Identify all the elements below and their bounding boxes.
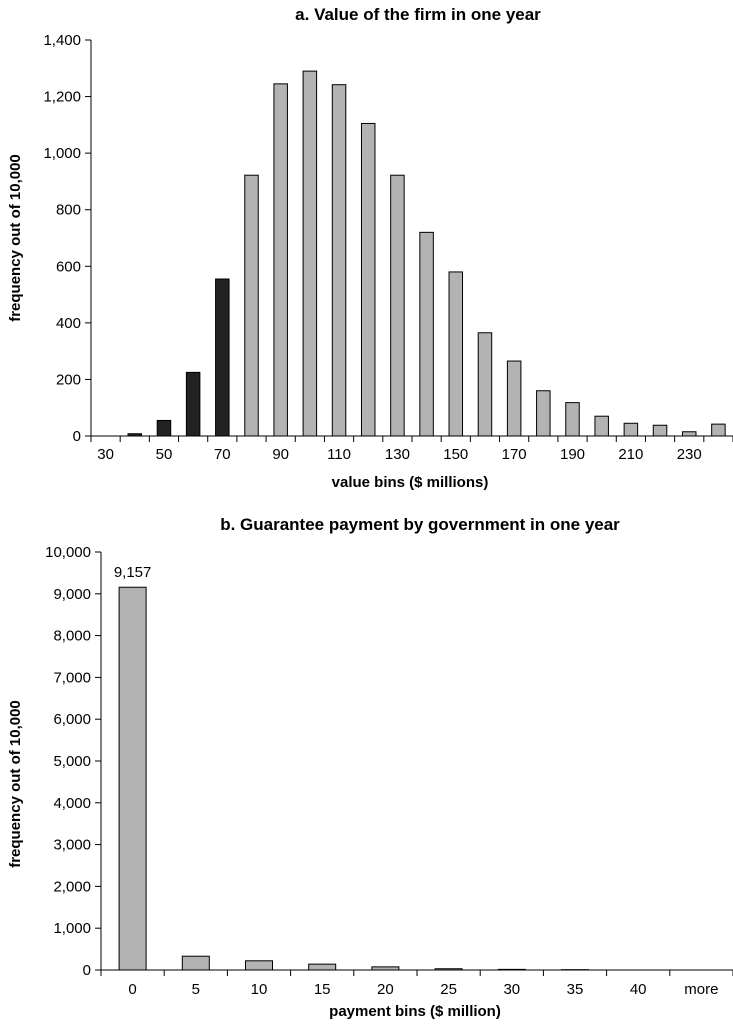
chart-a-bar (623, 422, 639, 437)
chart-a-y-tick-label: 1,400 (43, 32, 81, 49)
chart-a-y-tick-label: 200 (56, 371, 81, 388)
chart-b-bar (245, 960, 273, 971)
chart-a-x-tick-label: 210 (618, 446, 643, 463)
chart-a-x-tick-label: 30 (97, 446, 114, 463)
chart-b-bar (181, 955, 210, 971)
chart-a-x-tick-label: 90 (272, 446, 289, 463)
chart-b-y-tick-label: 3,000 (53, 837, 91, 854)
chart-a-bar (244, 174, 259, 437)
chart-a-bar (565, 402, 580, 437)
chart-a-y-tick-label: 600 (56, 258, 81, 275)
chart-a-bar (594, 415, 609, 437)
chart-b-y-tick-label: 8,000 (53, 628, 91, 645)
chart-a-ylabel: frequency out of 10,000 (7, 154, 24, 322)
chart-a: a. Value of the firm in one year 0 200 400… (7, 5, 733, 491)
chart-b-bar (497, 968, 526, 971)
chart-a-bar (448, 271, 464, 437)
chart-a-x-tick-label: 230 (677, 446, 702, 463)
chart-a-x-tick-label: 50 (156, 446, 173, 463)
chart-a-x-tick-label: 110 (327, 446, 351, 463)
chart-a-bar (331, 84, 347, 437)
chart-a-bar (302, 70, 318, 437)
chart-a-x-tick-label: 190 (560, 446, 585, 463)
chart-b-data-label: 9,157 (114, 564, 152, 581)
chart-b-bar (308, 963, 337, 971)
chart-b-y-tick-label: 5,000 (53, 753, 91, 770)
chart-b-x-tick-label: 30 (503, 981, 520, 998)
chart-a-bar (477, 332, 493, 437)
chart-a-y-tick-label: 400 (56, 315, 81, 332)
chart-a-bar (127, 433, 143, 437)
chart-a-bar (215, 278, 230, 437)
chart-a-title: a. Value of the firm in one year (295, 5, 541, 24)
chart-a-x-tick-label: 150 (443, 446, 468, 463)
chart-b-x-tick-label: 15 (314, 981, 331, 998)
chart-a-y-tick-label: 1,200 (43, 89, 81, 106)
chart-a-x-tick-label: 70 (214, 446, 231, 463)
chart-a-y-tick-label: 0 (73, 428, 81, 445)
chart-b-x-tick-label: more (684, 981, 718, 998)
chart-a-x-tick-label: 130 (385, 446, 410, 463)
chart-a-bar (273, 83, 288, 437)
chart-a-y-tick-label: 800 (56, 202, 81, 219)
chart-b-x-tick-label: 10 (251, 981, 268, 998)
chart-b-ylabel: frequency out of 10,000 (7, 700, 24, 868)
chart-b-x-tick-label: 25 (440, 981, 457, 998)
chart-b-y-tick-label: 2,000 (53, 878, 91, 895)
chart-a-xlabel: value bins ($ millions) (332, 474, 489, 491)
chart-a-bar (536, 390, 551, 437)
chart-b-y-tick-label: 9,000 (53, 586, 91, 603)
chart-a-bar (681, 431, 697, 437)
chart-a-bar (711, 423, 726, 437)
chart-b-y-tick-label: 4,000 (53, 795, 91, 812)
chart-b-bar (118, 586, 147, 971)
chart-b-y-tick-label: 7,000 (53, 669, 91, 686)
chart-b-title: b. Guarantee payment by government in on… (220, 515, 620, 534)
chart-a-bar (652, 424, 668, 437)
chart-b-y-tick-label: 1,000 (53, 920, 91, 937)
chart-b-x-tick-label: 35 (567, 981, 584, 998)
chart-a-bar (506, 360, 522, 437)
chart-b-bar (371, 966, 400, 971)
chart-a-bar (419, 231, 434, 437)
chart-a-bar (390, 174, 405, 437)
chart-b-y-tick-label: 0 (83, 962, 91, 979)
chart-a-bar (360, 122, 376, 437)
chart-b-y-tick-label: 6,000 (53, 711, 91, 728)
chart-b: b. Guarantee payment by government in on… (7, 515, 733, 1020)
chart-b-x-tick-label: 5 (192, 981, 200, 998)
chart-a-y-tick-label: 1,000 (43, 145, 81, 162)
chart-b-bar (434, 968, 463, 971)
chart-b-x-tick-label: 20 (377, 981, 394, 998)
chart-a-bar (156, 419, 172, 437)
chart-a-bar (185, 371, 201, 437)
chart-b-x-tick-label: 0 (128, 981, 136, 998)
chart-a-x-tick-label: 170 (502, 446, 527, 463)
chart-b-y-tick-label: 10,000 (45, 544, 91, 561)
chart-b-x-tick-label: 40 (630, 981, 647, 998)
chart-b-xlabel: payment bins ($ million) (329, 1003, 501, 1020)
